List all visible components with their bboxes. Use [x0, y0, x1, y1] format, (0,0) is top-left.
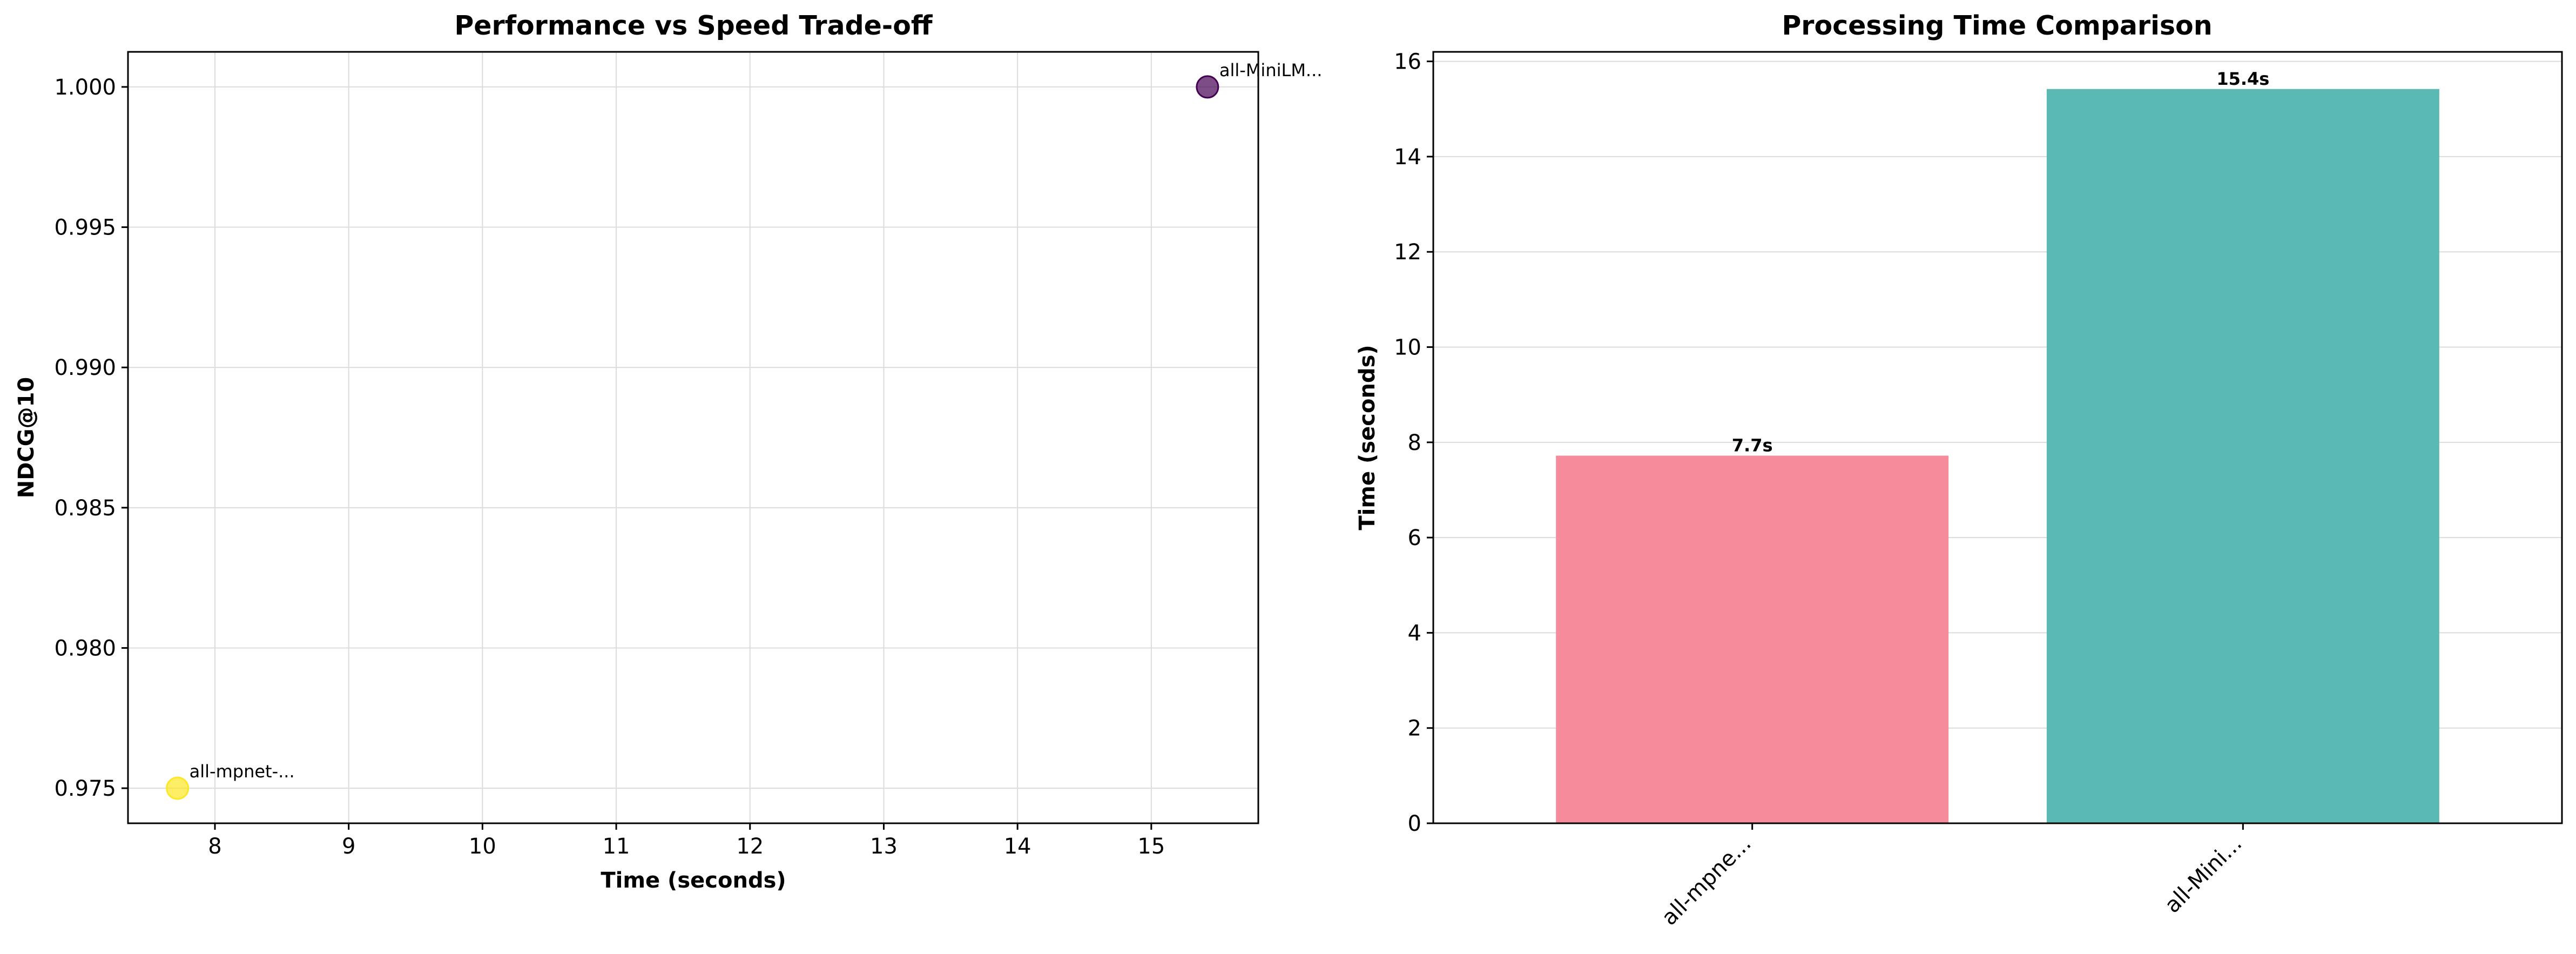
x-tick-label: all-Mini... — [2160, 831, 2247, 918]
x-tick-label: 9 — [342, 834, 355, 859]
scatter-axes-frame — [127, 51, 1259, 824]
y-tick-label: 16 — [1394, 50, 1421, 75]
scatter-points: all-mpnet-... all-MiniLM... — [166, 60, 1323, 800]
bar — [2046, 89, 2439, 823]
scatter-chart: Performance vs Speed Trade-off all-mpnet… — [14, 10, 1322, 893]
x-tick-label: 10 — [469, 834, 496, 859]
x-tick-label: 13 — [870, 834, 898, 859]
bar-chart: Processing Time Comparison 7.7s 15.4s all… — [1355, 10, 2563, 930]
scatter-y-axis-label: NDCG@10 — [14, 377, 39, 499]
bar — [1556, 455, 1949, 823]
scatter-point — [166, 776, 190, 800]
y-tick-label: 0.975 — [54, 776, 116, 801]
scatter-grid — [128, 52, 1258, 823]
bar-value-label: 15.4s — [2216, 69, 2269, 89]
bar-value-label: 7.7s — [1732, 435, 1773, 455]
scatter-x-ticks: 8 9 10 11 12 13 14 15 — [208, 823, 1165, 859]
point-label: all-MiniLM... — [1219, 60, 1323, 80]
bar-y-ticks: 0 2 4 6 8 10 12 14 16 — [1394, 50, 1433, 836]
bar-x-ticks: all-mpne... all-Mini... — [1657, 823, 2247, 930]
y-tick-label: 0.995 — [54, 216, 116, 240]
bars: 7.7s 15.4s — [1556, 69, 2439, 823]
scatter-title: Performance vs Speed Trade-off — [454, 10, 933, 41]
x-tick-label: 15 — [1137, 834, 1165, 859]
y-tick-label: 0.990 — [54, 355, 116, 380]
y-tick-label: 10 — [1394, 335, 1421, 360]
point-label: all-mpnet-... — [190, 761, 295, 782]
scatter-y-ticks: 0.975 0.980 0.985 0.990 0.995 1.000 — [54, 75, 128, 801]
x-tick-label: 12 — [736, 834, 764, 859]
y-tick-label: 8 — [1408, 431, 1421, 455]
y-tick-label: 2 — [1408, 716, 1421, 741]
x-tick-label: 14 — [1004, 834, 1031, 859]
y-tick-label: 12 — [1394, 240, 1421, 265]
bar-axes-frame — [1432, 51, 2563, 824]
y-tick-label: 6 — [1408, 526, 1421, 550]
y-tick-label: 1.000 — [54, 75, 116, 100]
bar-title: Processing Time Comparison — [1782, 10, 2212, 41]
bar-y-axis-label: Time (seconds) — [1355, 345, 1380, 530]
x-tick-label: 11 — [603, 834, 630, 859]
scatter-x-axis-label: Time (seconds) — [601, 868, 786, 893]
x-tick-label: 8 — [208, 834, 221, 859]
y-tick-label: 0 — [1408, 811, 1421, 836]
y-tick-label: 4 — [1408, 621, 1421, 646]
y-tick-label: 0.985 — [54, 496, 116, 521]
scatter-point — [1196, 75, 1219, 99]
y-tick-label: 0.980 — [54, 636, 116, 661]
y-tick-label: 14 — [1394, 145, 1421, 170]
x-tick-label: all-mpne... — [1657, 831, 1756, 931]
